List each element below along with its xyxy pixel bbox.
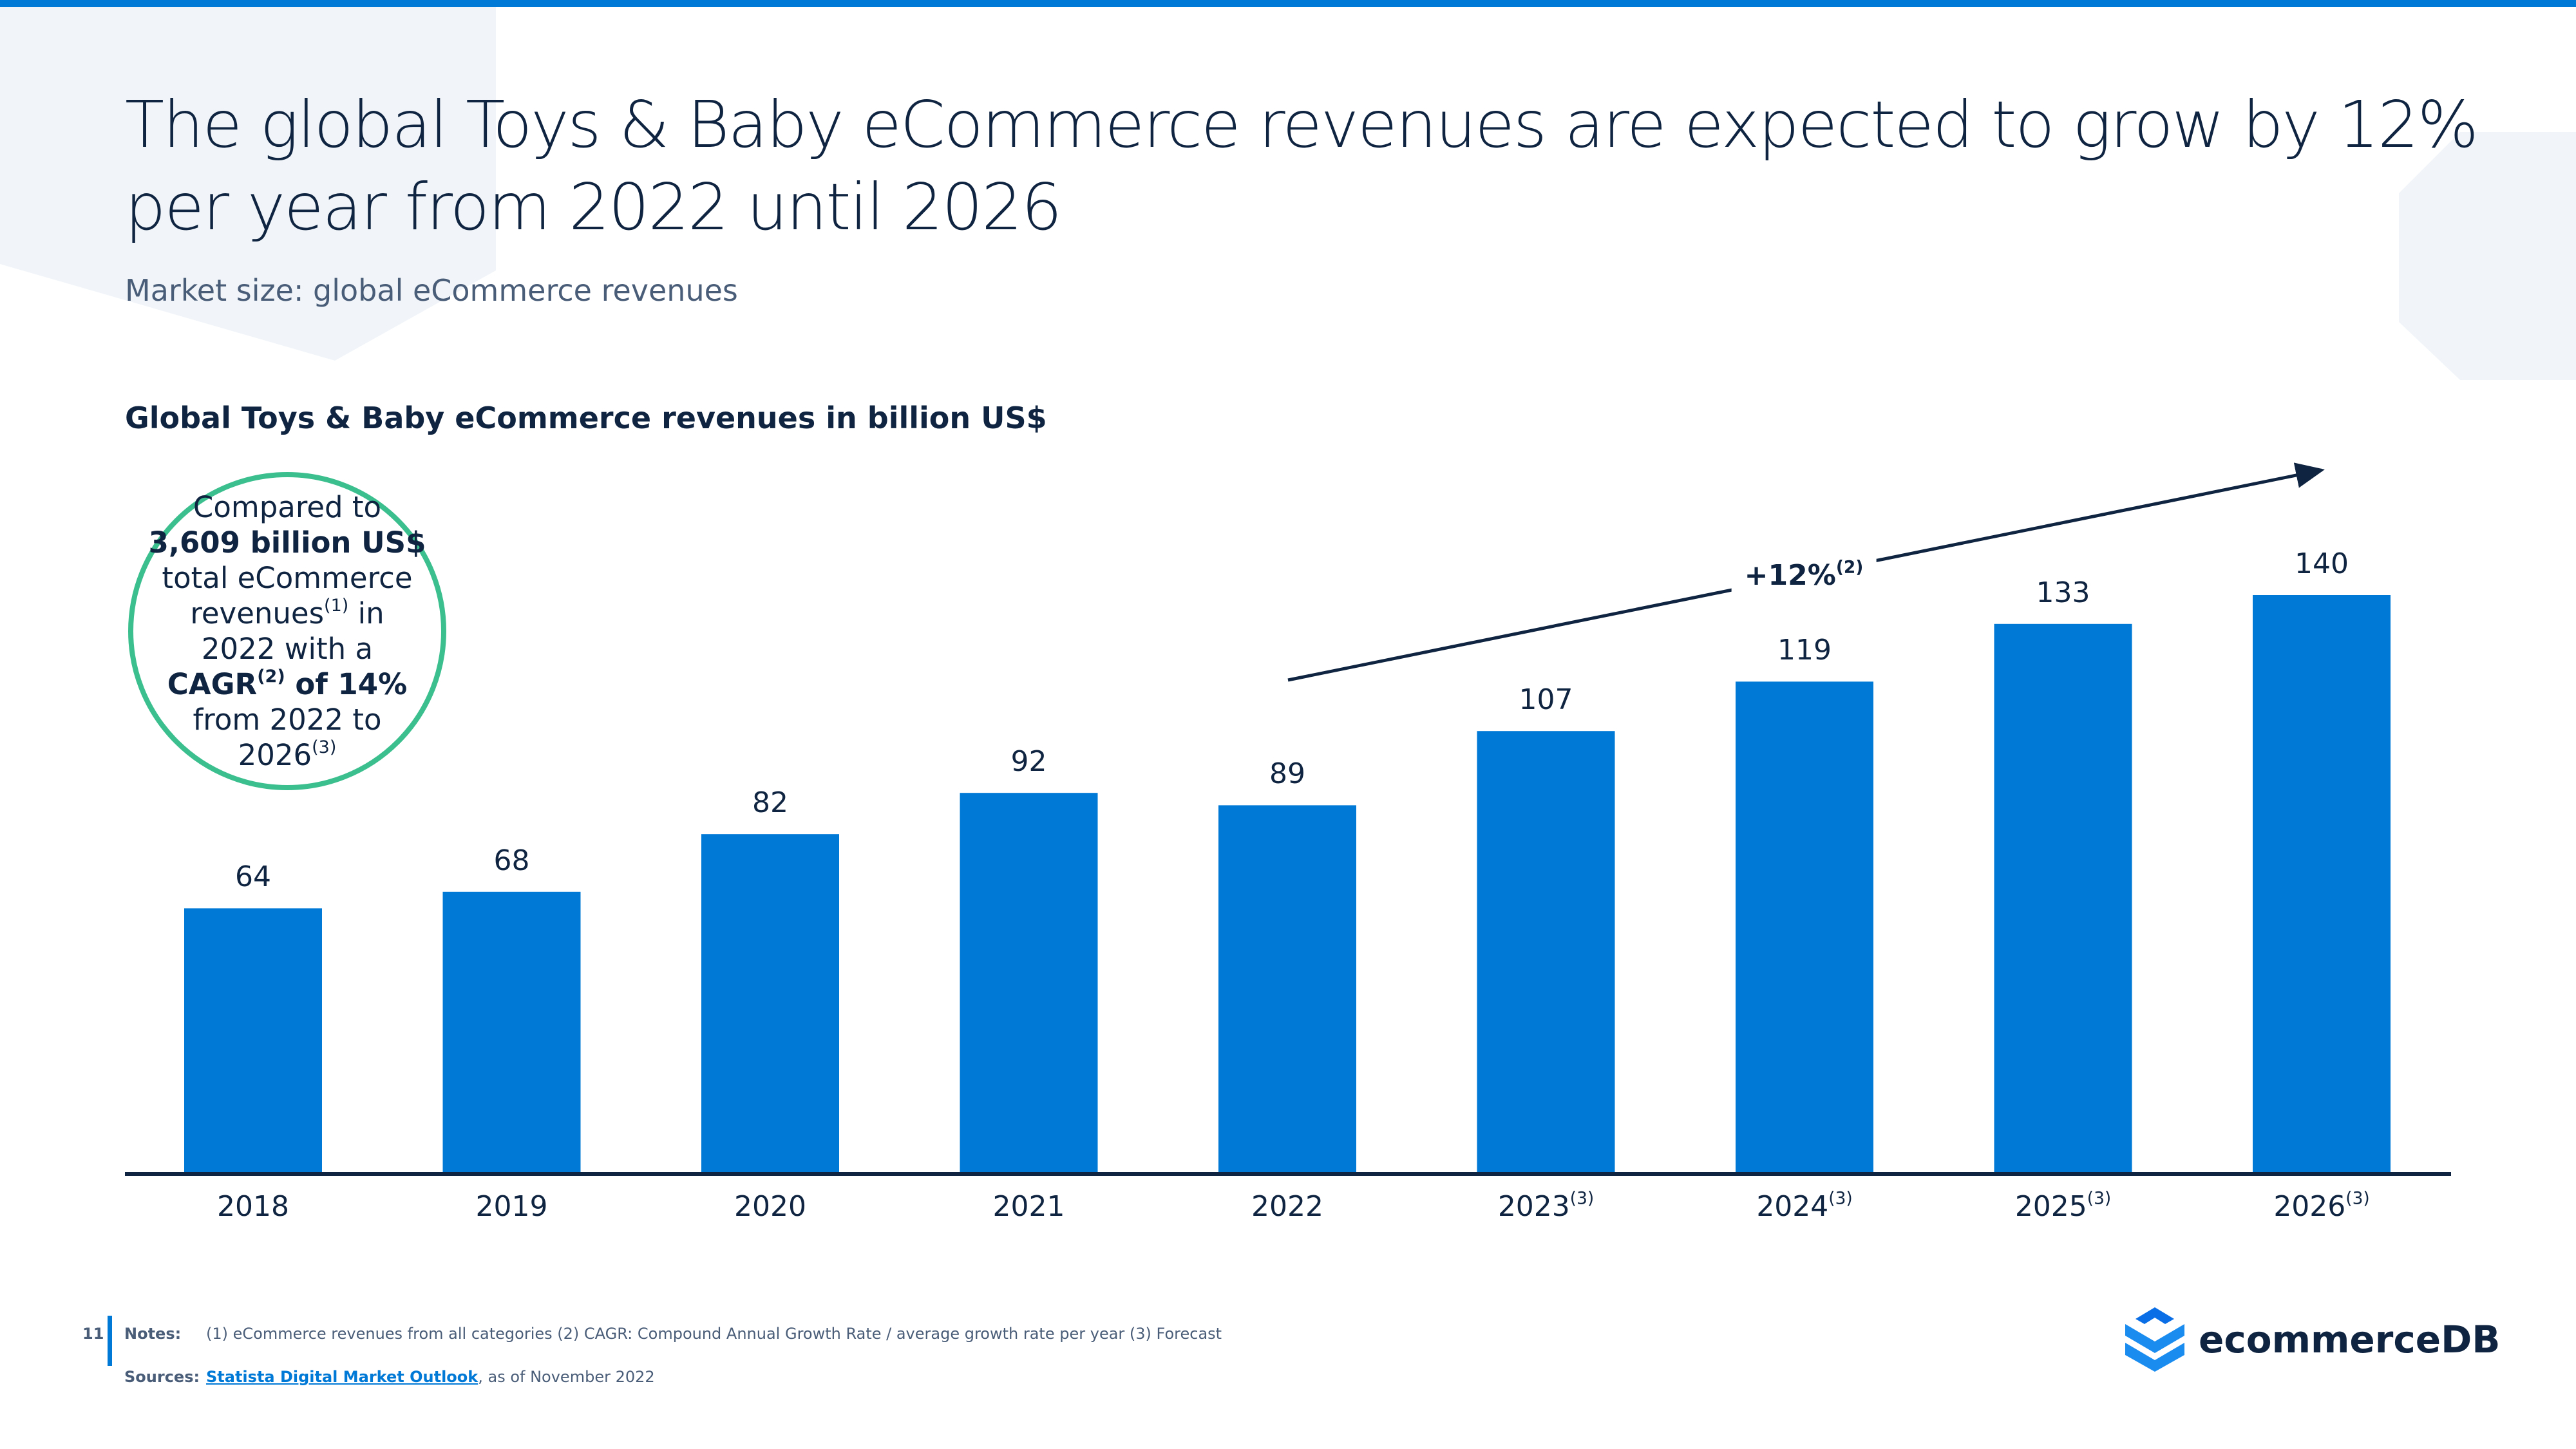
bar-2025 <box>1994 623 2132 1172</box>
page-number: 11 <box>82 1325 104 1343</box>
footer-accent-bar <box>108 1316 112 1366</box>
comparison-callout: Compared to 3,609 billion US$ total eCom… <box>128 472 446 790</box>
page-subtitle: Market size: global eCommerce revenues <box>125 273 738 308</box>
x-tick-label: 2024(3) <box>1756 1188 1853 1223</box>
bar-2019 <box>442 891 581 1172</box>
x-tick-label: 2021 <box>992 1190 1065 1223</box>
x-tick-label: 2019 <box>475 1190 548 1223</box>
bar-2026 <box>2253 595 2391 1172</box>
notes-label: Notes: <box>124 1325 182 1343</box>
source-link[interactable]: Statista Digital Market Outlook <box>206 1368 478 1386</box>
x-tick-label: 2018 <box>217 1190 289 1223</box>
data-label: 89 <box>1269 757 1305 791</box>
page-title: The global Toys & Baby eCommerce revenue… <box>125 87 2479 245</box>
sources-label: Sources: <box>124 1368 200 1386</box>
x-tick-label: 2023(3) <box>1497 1188 1595 1223</box>
data-label: 107 <box>1519 683 1573 717</box>
data-label: 119 <box>1777 634 1832 667</box>
bar-2018 <box>184 908 322 1172</box>
x-tick-label: 2026(3) <box>2273 1188 2370 1223</box>
cagr-label: +12%(2) <box>1731 559 1877 592</box>
source-date: , as of November 2022 <box>478 1368 655 1386</box>
logo-icon <box>2125 1307 2184 1372</box>
bar-2024 <box>1736 681 1873 1172</box>
bar-2022 <box>1218 805 1356 1172</box>
x-tick-label: 2025(3) <box>2014 1188 2112 1223</box>
bar-2020 <box>701 834 839 1172</box>
data-label: 92 <box>1010 745 1047 779</box>
x-tick-label: 2022 <box>1251 1190 1323 1223</box>
chart-title: Global Toys & Baby eCommerce revenues in… <box>125 401 1047 435</box>
bar-2021 <box>960 793 1098 1172</box>
x-tick-label: 2020 <box>734 1190 806 1223</box>
data-label: 140 <box>2295 547 2349 580</box>
top-accent-bar <box>0 0 2576 7</box>
notes-text: (1) eCommerce revenues from all categori… <box>206 1325 1222 1343</box>
data-label: 68 <box>493 844 530 877</box>
ecommercedb-logo: ecommerceDB <box>2125 1307 2500 1372</box>
data-label: 133 <box>2036 576 2090 609</box>
data-label: 64 <box>235 860 271 894</box>
bar-2023 <box>1477 731 1615 1172</box>
data-label: 82 <box>752 786 788 820</box>
